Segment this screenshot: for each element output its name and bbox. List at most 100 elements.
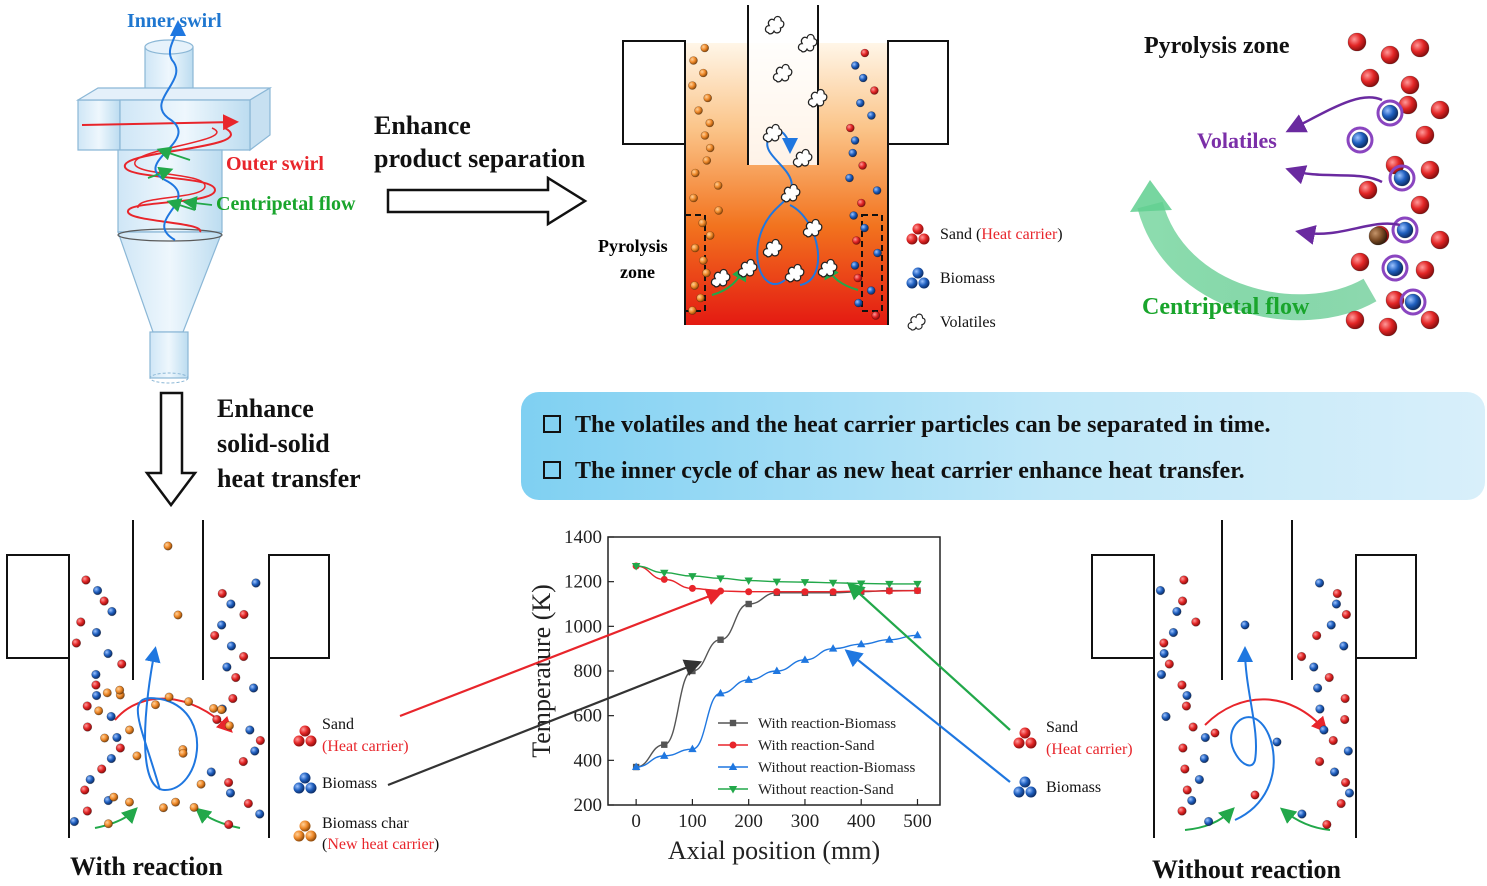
char-particle bbox=[164, 692, 174, 702]
series-point-3 bbox=[800, 579, 810, 587]
sand-cluster-icon-with bbox=[293, 725, 317, 747]
biomass-particle bbox=[1393, 169, 1411, 187]
sand-particle bbox=[1250, 790, 1260, 800]
sand-particle bbox=[1296, 651, 1307, 662]
biomass-particle bbox=[851, 61, 860, 70]
volatiles-puff-icon bbox=[907, 313, 926, 331]
char-particle bbox=[178, 748, 188, 758]
char-particle bbox=[688, 306, 697, 315]
sand-particle bbox=[1420, 310, 1440, 330]
pyrolysis-panel-centripetal: Centripetal flow bbox=[1142, 294, 1310, 320]
char-particle bbox=[163, 541, 173, 551]
y-tick-label: 600 bbox=[574, 706, 603, 727]
sand-particle bbox=[1430, 230, 1450, 250]
biomass-particle bbox=[91, 690, 102, 701]
char-particle bbox=[100, 733, 110, 743]
char-particle bbox=[124, 797, 134, 807]
sand-particle bbox=[1332, 588, 1342, 599]
sand-particle bbox=[857, 198, 866, 208]
legend-sand-top: Sand (Heat carrier) bbox=[940, 226, 1063, 243]
char-particle bbox=[703, 93, 712, 103]
pyrolysis-panel-title: Pyrolysis zone bbox=[1144, 33, 1290, 59]
sand-particle bbox=[1385, 290, 1405, 310]
sand-particle bbox=[255, 735, 265, 746]
outer-swirl-label: Outer swirl bbox=[226, 153, 324, 175]
char-particle bbox=[224, 721, 234, 731]
series-point-3 bbox=[660, 569, 669, 578]
biomass-particle bbox=[92, 585, 103, 596]
biomass-particle bbox=[106, 753, 116, 764]
sand-particle bbox=[1328, 735, 1338, 746]
sand-particle bbox=[80, 785, 90, 795]
biomass-particle bbox=[1156, 669, 1167, 680]
biomass-particle bbox=[1309, 662, 1319, 672]
finding-1-text: The volatiles and the heat carrier parti… bbox=[575, 412, 1271, 438]
sand-particle bbox=[1340, 693, 1350, 704]
y-tick-label: 800 bbox=[574, 661, 603, 682]
biomass-particle bbox=[248, 683, 259, 693]
char-particle bbox=[713, 181, 723, 190]
biomass-particle bbox=[1381, 104, 1399, 122]
connector-sand-without bbox=[846, 582, 1011, 731]
char-particle bbox=[700, 43, 710, 53]
x-tick-label: 200 bbox=[734, 811, 763, 832]
biomass-particle bbox=[1329, 767, 1340, 777]
sand-particle bbox=[1380, 45, 1400, 65]
x-tick-label: 100 bbox=[678, 811, 707, 832]
sand-particle bbox=[1180, 764, 1190, 774]
sand-particle bbox=[871, 311, 881, 320]
sand-particle bbox=[212, 714, 222, 725]
biomass-particle bbox=[107, 606, 117, 617]
pyrolysis-zone-label-2: zone bbox=[620, 262, 655, 282]
series-point-0 bbox=[689, 667, 696, 675]
sand-particle bbox=[91, 680, 101, 690]
biomass-ring bbox=[1346, 126, 1374, 154]
char-particle bbox=[1368, 226, 1388, 246]
biomass-particle bbox=[1313, 683, 1323, 693]
biomass-particle bbox=[867, 111, 876, 120]
biomass-particle bbox=[1204, 816, 1214, 827]
char-particle bbox=[694, 106, 703, 115]
sand-particle bbox=[99, 596, 109, 606]
legend-biomass-with: Biomass bbox=[322, 775, 378, 792]
reactor-without-reaction bbox=[1091, 520, 1417, 838]
biomass-particle bbox=[85, 774, 95, 785]
sand-particle bbox=[1315, 756, 1325, 767]
biomass-particle bbox=[845, 173, 854, 183]
biomass-particle bbox=[255, 809, 265, 819]
series-point-3 bbox=[631, 563, 641, 571]
sand-particle bbox=[1159, 638, 1169, 648]
sand-particle bbox=[1191, 617, 1201, 627]
series-point-0 bbox=[745, 600, 752, 608]
sand-particle bbox=[1347, 32, 1367, 52]
biomass-particle bbox=[1314, 578, 1325, 588]
char-particle bbox=[132, 751, 142, 761]
sand-particle bbox=[1179, 575, 1189, 585]
series-point-3 bbox=[744, 577, 753, 586]
sand-particle bbox=[239, 609, 249, 620]
sand-particle bbox=[1400, 75, 1420, 95]
sand-particle bbox=[243, 798, 253, 809]
legend-sand-without: Sand bbox=[1046, 719, 1078, 736]
sand-particle bbox=[217, 588, 227, 599]
series-point-2 bbox=[716, 688, 725, 697]
char-particle bbox=[125, 725, 135, 735]
sand-particle bbox=[71, 638, 81, 648]
biomass-particle bbox=[854, 298, 863, 308]
biomass-cluster-icon-without bbox=[1013, 776, 1037, 798]
biomass-cluster-icon bbox=[906, 267, 930, 289]
key-findings-callout: The volatiles and the heat carrier parti… bbox=[521, 392, 1485, 500]
sand-cluster-icon bbox=[906, 223, 930, 245]
cyclone-illustration bbox=[75, 20, 273, 384]
series-point-2 bbox=[772, 666, 782, 674]
sand-particle bbox=[223, 777, 234, 788]
char-particle bbox=[158, 803, 168, 813]
caption-with-reaction: With reaction bbox=[70, 852, 223, 881]
sand-particle bbox=[1350, 252, 1370, 272]
series-point-2 bbox=[631, 762, 641, 771]
char-particle bbox=[184, 697, 194, 707]
legend-marker bbox=[729, 741, 737, 749]
biomass-particle bbox=[1319, 725, 1329, 735]
sand-particle bbox=[1324, 672, 1334, 683]
